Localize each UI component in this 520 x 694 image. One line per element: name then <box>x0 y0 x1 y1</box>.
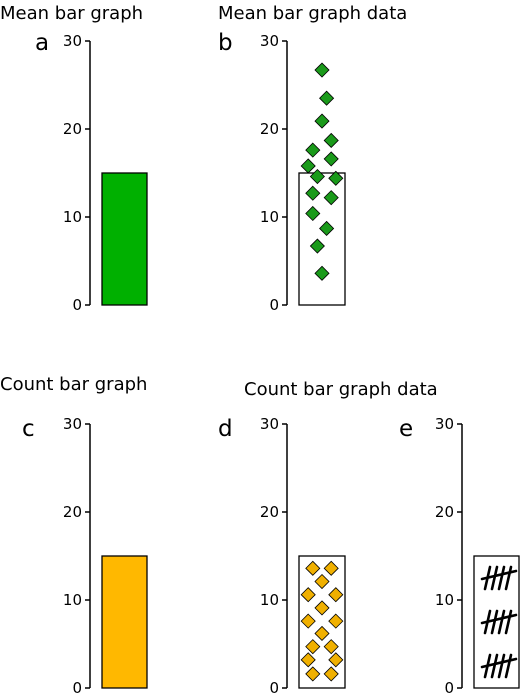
panel-letter: a <box>35 30 49 56</box>
data-point <box>300 613 316 629</box>
panel-title: Mean bar graph data <box>218 3 407 24</box>
data-point <box>314 573 330 590</box>
data-point <box>323 639 339 655</box>
data-point <box>328 613 344 629</box>
data-point <box>305 639 321 655</box>
tally-stroke <box>504 565 513 591</box>
tally-stroke <box>504 609 513 635</box>
y-tick-label: 0 <box>269 679 279 694</box>
data-point <box>314 600 330 616</box>
panel-letter: b <box>218 30 233 56</box>
tally-crossbar <box>480 613 518 625</box>
tally-stroke <box>490 653 499 679</box>
data-point <box>314 62 330 78</box>
y-tick-label: 20 <box>435 503 454 521</box>
y-tick-label: 10 <box>63 591 82 609</box>
tally-stroke <box>504 653 513 679</box>
panel-title: Mean bar graph <box>0 3 143 24</box>
tally-stroke <box>490 609 499 635</box>
panel-a: Mean bar graph a 0 10 20 30 <box>0 3 148 314</box>
data-point <box>314 625 330 642</box>
data-point <box>319 220 335 237</box>
panel-b: Mean bar graph data b 0 10 20 30 <box>218 3 407 314</box>
data-point <box>328 587 344 603</box>
data-point <box>305 560 321 576</box>
y-tick-label: 30 <box>260 415 279 433</box>
panel-e: e 0 10 20 30 <box>399 415 520 694</box>
data-point <box>323 560 339 576</box>
data-point <box>323 132 339 149</box>
y-tick-label: 20 <box>260 503 279 521</box>
data-point <box>323 151 339 167</box>
tally-crossbar <box>480 657 518 669</box>
y-tick-label: 30 <box>435 415 454 433</box>
y-tick-label: 10 <box>435 591 454 609</box>
y-tick-label: 20 <box>63 120 82 138</box>
data-point <box>328 170 344 186</box>
tally-stroke <box>490 565 499 591</box>
tally-group <box>480 609 518 635</box>
panel-letter: c <box>22 416 35 442</box>
data-point <box>305 142 321 158</box>
data-point <box>328 652 344 668</box>
y-tick-label: 0 <box>72 296 82 314</box>
y-tick-label: 30 <box>63 415 82 433</box>
y-tick-label: 10 <box>260 591 279 609</box>
data-point <box>300 158 316 174</box>
panel-d: Count bar graph data d 0 10 20 30 <box>218 379 438 694</box>
data-point <box>300 587 316 603</box>
tally-stroke <box>497 565 506 591</box>
panel-letter: d <box>218 416 233 442</box>
y-tick-label: 0 <box>269 296 279 314</box>
data-point <box>323 190 339 206</box>
y-tick-label: 30 <box>260 32 279 50</box>
y-tick-label: 20 <box>63 503 82 521</box>
bar <box>101 555 148 689</box>
y-tick-label: 0 <box>72 679 82 694</box>
panel-letter: e <box>399 416 413 442</box>
tally-stroke <box>497 609 506 635</box>
data-point <box>300 652 316 668</box>
data-point <box>305 666 321 682</box>
tally-crossbar <box>480 569 518 581</box>
y-tick-label: 30 <box>63 32 82 50</box>
tally-stroke <box>497 653 506 679</box>
y-tick-label: 10 <box>260 208 279 226</box>
tally-group <box>480 565 518 591</box>
data-point <box>319 90 335 106</box>
data-point <box>305 185 321 201</box>
data-point <box>305 205 321 222</box>
panel-c: Count bar graph c 0 10 20 30 <box>0 374 148 694</box>
y-tick-label: 20 <box>260 120 279 138</box>
data-point <box>309 168 325 185</box>
y-tick-label: 0 <box>444 679 454 694</box>
panel-title: Count bar graph data <box>244 379 438 400</box>
tally-group <box>480 653 518 679</box>
data-point <box>314 265 330 281</box>
data-point <box>309 238 325 254</box>
bar <box>298 172 346 306</box>
data-point <box>314 113 330 129</box>
y-tick-label: 10 <box>63 208 82 226</box>
panel-title: Count bar graph <box>0 374 147 395</box>
data-point <box>323 666 339 682</box>
bar <box>101 172 148 306</box>
